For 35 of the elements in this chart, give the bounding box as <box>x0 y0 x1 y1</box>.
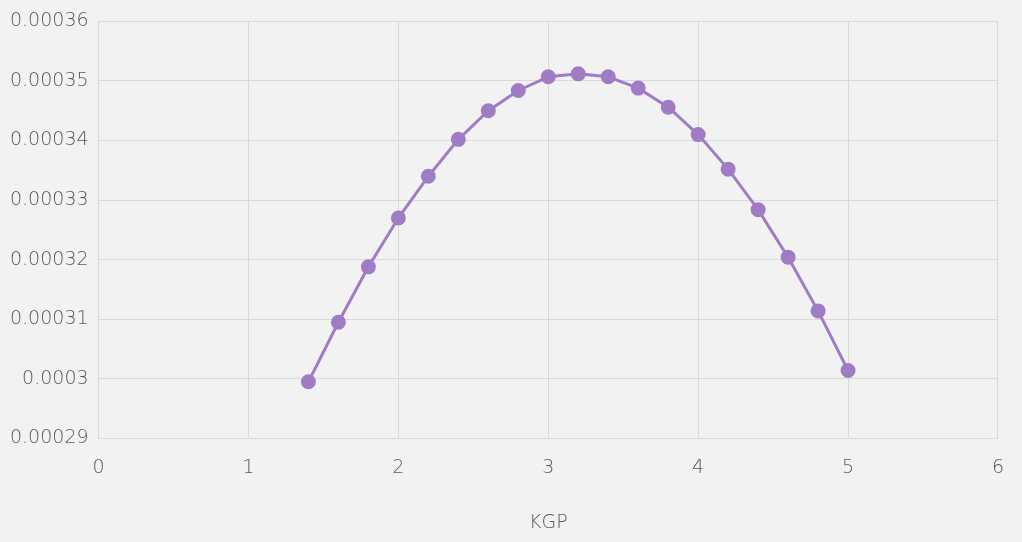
point <box>480 103 496 119</box>
y-tick-label: 0.0003 <box>22 365 89 388</box>
x-tick-label: 5 <box>842 454 855 477</box>
point <box>540 69 556 85</box>
y-tick-label: 0.00029 <box>9 425 89 448</box>
point <box>510 83 526 98</box>
x-tick-label: 0 <box>92 454 105 477</box>
point <box>450 131 466 147</box>
point <box>840 362 856 378</box>
point <box>750 202 766 218</box>
y-tick-label: 0.00035 <box>9 67 89 90</box>
y-tick-label: 0.00034 <box>9 127 89 150</box>
y-tick-label: 0.00033 <box>9 187 89 210</box>
point <box>600 69 616 85</box>
point <box>360 259 376 275</box>
point <box>300 374 316 390</box>
point <box>630 80 646 96</box>
y-tick-label: 0.00032 <box>9 246 89 269</box>
point <box>330 314 346 330</box>
point <box>810 303 826 319</box>
point <box>660 99 676 115</box>
point <box>390 210 406 226</box>
x-axis-title: KGP <box>528 509 568 532</box>
y-tick-label: 0.00031 <box>9 306 89 329</box>
x-tick-label: 6 <box>991 454 1004 477</box>
x-tick-label: 1 <box>242 454 255 477</box>
point <box>720 161 736 177</box>
x-tick-label: 2 <box>392 454 405 477</box>
point <box>780 249 796 265</box>
point <box>570 66 586 82</box>
y-tick-label: 0.00036 <box>9 8 89 31</box>
point <box>420 168 436 184</box>
x-tick-label: 4 <box>692 454 705 477</box>
x-tick-label: 3 <box>542 454 555 477</box>
point <box>690 127 706 143</box>
